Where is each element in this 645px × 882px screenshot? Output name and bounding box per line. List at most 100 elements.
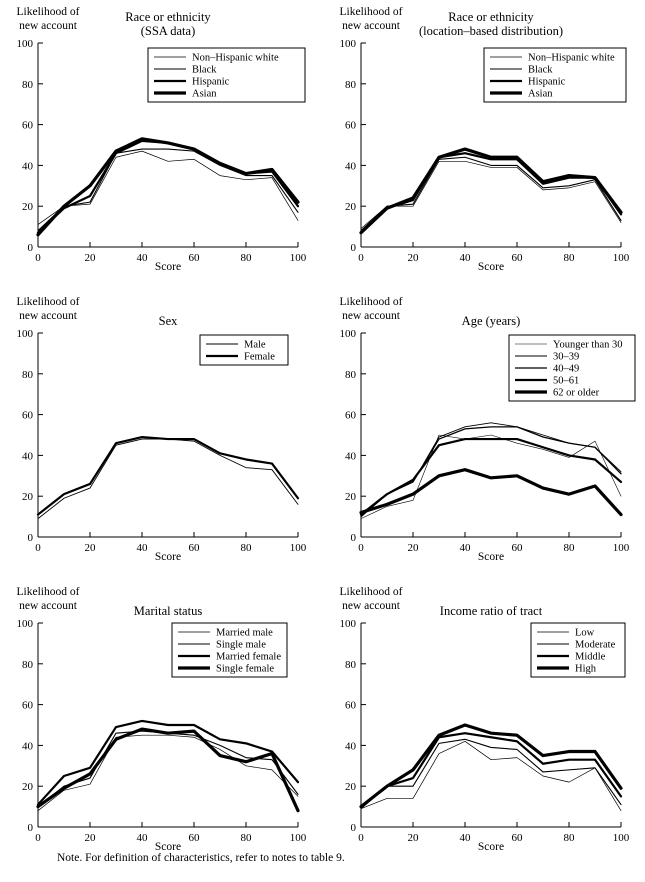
series-line-female: [36, 435, 300, 516]
x-axis-title: Score: [477, 551, 505, 563]
legend-label-black: Black: [192, 65, 217, 76]
x-tick-label: 0: [35, 542, 41, 554]
y-tick-label: 0: [28, 532, 34, 544]
x-axis-title: Score: [477, 261, 505, 273]
legend-label-single-female: Single female: [216, 664, 274, 675]
chart-title: Race or ethnicity (SSA data): [38, 8, 298, 38]
x-tick-label: 20: [85, 832, 97, 844]
plot-area: 0 20 40 60 80 100 0 20 40 60 80 100 LowModerateMiddl…: [340, 618, 630, 844]
x-tick-label: 40: [460, 252, 472, 264]
x-tick-label: 60: [189, 252, 201, 264]
x-tick-label: 100: [290, 542, 307, 554]
chart-title-text: Sex: [158, 314, 178, 328]
series-line-62-or-older: [359, 468, 623, 517]
chart-title-text: Age (years): [461, 314, 521, 328]
x-tick-label: 80: [564, 252, 576, 264]
y-axis-title: Likelihood of new account: [339, 6, 403, 32]
y-tick-label: 80: [22, 79, 34, 91]
y-tick-label: 40: [22, 450, 34, 462]
y-tick-label: 80: [22, 369, 34, 381]
series-line-moderate: [360, 738, 622, 810]
series-line-non-hispanic-white: [360, 160, 622, 229]
y-tick-label: 80: [345, 79, 357, 91]
x-tick-label: 0: [35, 252, 41, 264]
y-tick-label: 20: [22, 201, 34, 213]
legend-label-non-hispanic-white: Non–Hispanic white: [528, 53, 615, 64]
series-line-asian: [359, 147, 623, 235]
chart-race-ethnicity-ssa: Likelihood of new account Race or ethnic…: [0, 0, 322, 288]
y-axis-title: Likelihood of new account: [339, 586, 403, 612]
y-tick-label: 0: [351, 532, 357, 544]
series-line-single-female: [36, 727, 300, 813]
series-line-single-male: [37, 730, 299, 808]
y-tick-label: 60: [22, 700, 34, 712]
y-tick-label: 100: [17, 328, 34, 340]
y-axis-title: Likelihood of new account: [16, 586, 80, 612]
x-tick-label: 20: [408, 252, 420, 264]
y-tick-label: 100: [17, 618, 34, 630]
chart-title: Age (years): [361, 298, 621, 328]
y-tick-label: 40: [345, 450, 357, 462]
x-tick-label: 40: [137, 252, 149, 264]
chart-age: Likelihood of new account Age (years) 0 2…: [323, 290, 645, 578]
legend-label-non-hispanic-white: Non–Hispanic white: [192, 53, 279, 64]
plot-area: 0 20 40 60 80 100 0 20 40 60 80 100 Non–Hispanic whi…: [340, 38, 630, 264]
x-axis-title: Score: [154, 841, 182, 853]
x-tick-label: 60: [189, 832, 201, 844]
x-tick-label: 40: [137, 832, 149, 844]
x-axis-title: Score: [154, 261, 182, 273]
y-tick-label: 20: [345, 491, 357, 503]
series-line-younger-than-30: [360, 434, 622, 519]
series-line-30-39: [360, 422, 622, 518]
legend-box: [199, 334, 289, 366]
series-line-40-49: [360, 426, 622, 518]
series-line-low: [360, 740, 622, 812]
plot-area: 0 20 40 60 80 100 0 20 40 60 80 100 Younger than 303…: [340, 328, 636, 554]
y-axis-title: Likelihood of new account: [339, 296, 403, 322]
x-tick-label: 100: [290, 832, 307, 844]
series-line-middle: [359, 732, 623, 808]
x-tick-label: 20: [408, 542, 420, 554]
chart-title-text: Income ratio of tract: [439, 604, 543, 618]
chart-title-text: Race or ethnicity (location–based distri…: [418, 10, 564, 38]
chart-sex: Likelihood of new account Sex 0 20 40 60 80 1…: [0, 290, 322, 578]
y-tick-label: 80: [345, 659, 357, 671]
y-tick-label: 80: [22, 659, 34, 671]
x-tick-label: 20: [408, 832, 420, 844]
y-tick-label: 0: [28, 822, 34, 834]
y-tick-label: 40: [22, 740, 34, 752]
figure-note: Note. For definition of characteristics,…: [57, 852, 345, 864]
chart-marital-status: Likelihood of new account Marital status…: [0, 580, 322, 868]
chart-title: Marital status: [38, 588, 298, 618]
x-tick-label: 0: [358, 832, 364, 844]
series-line-asian: [36, 137, 300, 237]
x-tick-label: 60: [189, 542, 201, 554]
legend-label-black: Black: [528, 65, 553, 76]
series-line-black: [37, 148, 299, 232]
y-tick-label: 40: [22, 160, 34, 172]
legend-label-low: Low: [575, 628, 595, 639]
y-tick-label: 80: [345, 369, 357, 381]
x-tick-label: 40: [460, 832, 472, 844]
legend-label-younger-than-30: Younger than 30: [553, 340, 623, 351]
y-tick-label: 0: [28, 242, 34, 254]
legend-label-40-49: 40–49: [553, 364, 579, 375]
series-line-non-hispanic-white: [37, 150, 299, 225]
y-tick-label: 100: [340, 38, 357, 50]
legend-label-30-39: 30–39: [553, 352, 579, 363]
legend-label-hispanic: Hispanic: [192, 77, 230, 88]
x-tick-label: 100: [290, 252, 307, 264]
x-tick-label: 0: [358, 542, 364, 554]
series-line-hispanic: [36, 139, 300, 234]
series-line-married-female: [36, 719, 300, 806]
legend-label-asian: Asian: [192, 89, 217, 100]
series-line-high: [359, 723, 623, 809]
legend-label-middle: Middle: [575, 652, 606, 663]
x-axis-title: Score: [154, 551, 182, 563]
chart-title: Sex: [38, 298, 298, 328]
y-tick-label: 20: [22, 491, 34, 503]
series-line-married-male: [37, 734, 299, 812]
x-tick-label: 20: [85, 542, 97, 554]
x-tick-label: 60: [512, 252, 524, 264]
chart-race-ethnicity-location: Likelihood of new account Race or ethnic…: [323, 0, 645, 288]
